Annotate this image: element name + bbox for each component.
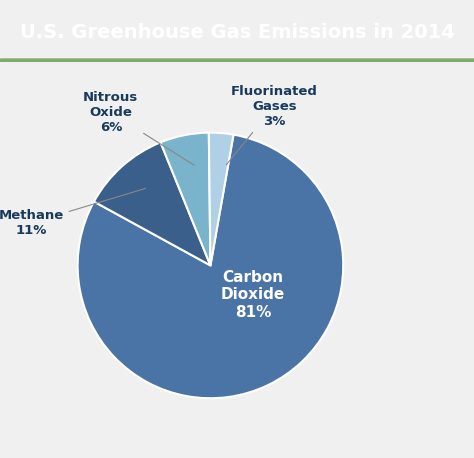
Bar	[0, 60, 474, 62]
Bar	[0, 60, 474, 61]
Bar	[0, 60, 474, 61]
Text: U.S. Greenhouse Gas Emissions in 2014: U.S. Greenhouse Gas Emissions in 2014	[19, 22, 455, 42]
Bar	[0, 60, 474, 61]
Bar	[0, 60, 474, 61]
Bar	[0, 60, 474, 61]
Bar	[0, 60, 474, 61]
Bar	[0, 60, 474, 62]
Bar	[0, 60, 474, 62]
Text: Carbon
Dioxide
81%: Carbon Dioxide 81%	[221, 270, 285, 320]
Bar	[0, 60, 474, 61]
Bar	[0, 60, 474, 61]
Bar	[0, 60, 474, 62]
Bar	[0, 60, 474, 61]
Text: Fluorinated
Gases
3%: Fluorinated Gases 3%	[227, 85, 318, 165]
Bar	[0, 60, 474, 62]
Bar	[0, 60, 474, 61]
Text: Nitrous
Oxide
6%: Nitrous Oxide 6%	[83, 91, 194, 165]
Wedge shape	[209, 133, 234, 266]
Bar	[0, 60, 474, 61]
Bar	[0, 60, 474, 61]
Bar	[0, 60, 474, 61]
Bar	[0, 60, 474, 62]
Bar	[0, 60, 474, 61]
Bar	[0, 60, 474, 61]
Wedge shape	[78, 135, 343, 398]
Bar	[0, 60, 474, 61]
Bar	[0, 60, 474, 61]
Bar	[0, 60, 474, 61]
Bar	[0, 60, 474, 61]
Wedge shape	[94, 142, 210, 266]
Bar	[0, 60, 474, 61]
Bar	[0, 60, 474, 62]
Bar	[0, 60, 474, 62]
Bar	[0, 60, 474, 61]
Bar	[0, 60, 474, 61]
Bar	[0, 60, 474, 61]
Bar	[0, 60, 474, 61]
Bar	[0, 60, 474, 61]
Bar	[0, 60, 474, 61]
Bar	[0, 60, 474, 61]
Bar	[0, 60, 474, 61]
Bar	[0, 60, 474, 61]
Text: Methane
11%: Methane 11%	[0, 188, 146, 237]
Bar	[0, 60, 474, 62]
Bar	[0, 60, 474, 61]
Bar	[0, 60, 474, 61]
Wedge shape	[161, 133, 210, 266]
Bar	[0, 60, 474, 62]
Bar	[0, 60, 474, 61]
Bar	[0, 60, 474, 61]
Bar	[0, 60, 474, 61]
Bar	[0, 60, 474, 61]
Bar	[0, 60, 474, 61]
Bar	[0, 60, 474, 61]
